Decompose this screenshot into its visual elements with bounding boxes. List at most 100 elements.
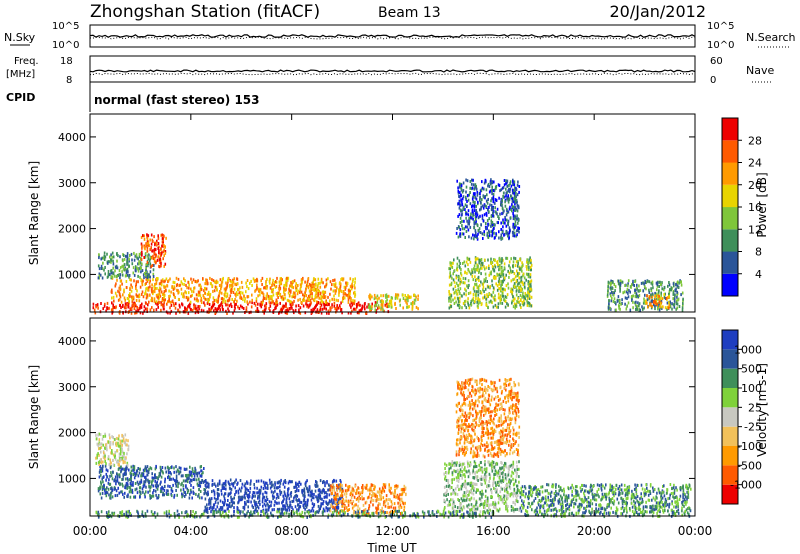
heatmap-cell xyxy=(290,305,292,308)
heatmap-cell xyxy=(324,481,326,485)
heatmap-cell xyxy=(634,303,637,307)
heatmap-cell xyxy=(110,269,113,273)
heatmap-cell xyxy=(489,181,492,185)
nsky-label: N.Sky xyxy=(4,31,36,44)
heatmap-cell xyxy=(289,294,291,297)
heatmap-cell xyxy=(194,304,196,308)
heatmap-cell xyxy=(516,203,519,207)
heatmap-cell xyxy=(512,208,515,212)
heatmap-cell xyxy=(461,200,463,204)
heatmap-cell xyxy=(105,468,108,472)
heatmap-cell xyxy=(331,492,334,495)
heatmap-cell xyxy=(146,473,149,477)
heatmap-cell xyxy=(198,290,201,294)
heatmap-cell xyxy=(172,302,175,306)
heatmap-cell xyxy=(321,497,323,501)
heatmap-cell xyxy=(220,287,222,291)
heatmap-cell xyxy=(224,499,226,503)
heatmap-cell xyxy=(276,493,279,496)
heatmap-cell xyxy=(199,294,202,298)
heatmap-cell xyxy=(476,448,478,452)
heatmap-cell xyxy=(292,293,295,297)
heatmap-cell xyxy=(223,509,225,513)
heatmap-cell xyxy=(244,496,246,500)
heatmap-cell xyxy=(154,243,156,247)
heatmap-cell xyxy=(506,440,509,443)
heatmap-cell xyxy=(343,291,345,295)
heatmap-cell xyxy=(642,289,644,293)
heatmap-cell xyxy=(477,293,480,297)
heatmap-cell xyxy=(259,293,261,297)
heatmap-cell xyxy=(234,493,236,497)
heatmap-cell xyxy=(339,286,341,290)
heatmap-cell xyxy=(467,213,470,217)
heatmap-cell xyxy=(509,190,511,194)
heatmap-cell xyxy=(523,285,526,289)
heatmap-cell xyxy=(648,296,651,300)
heatmap-cell xyxy=(123,439,125,443)
heatmap-cell xyxy=(200,308,203,312)
heatmap-cell xyxy=(469,291,472,295)
heatmap-cell xyxy=(337,288,340,292)
heatmap-cell xyxy=(118,291,121,295)
heatmap-cell xyxy=(99,458,102,462)
heatmap-cell xyxy=(140,262,143,266)
heatmap-cell xyxy=(387,505,389,509)
colorbar-swatch xyxy=(722,118,738,141)
heatmap-cell xyxy=(506,302,508,306)
heatmap-cell xyxy=(466,225,469,229)
heatmap-cell xyxy=(309,490,312,494)
heatmap-cell xyxy=(180,488,182,492)
heatmap-cell xyxy=(130,479,132,483)
heatmap-cell xyxy=(163,244,165,248)
heatmap-cell xyxy=(109,493,112,497)
heatmap-cell xyxy=(518,206,520,210)
heatmap-cell xyxy=(371,494,373,498)
heatmap-cell xyxy=(178,284,180,287)
heatmap-cell xyxy=(331,303,333,307)
heatmap-cell xyxy=(303,502,306,506)
heatmap-cell xyxy=(357,496,359,500)
heatmap-cell xyxy=(123,495,125,499)
heatmap-cell xyxy=(137,274,139,278)
heatmap-cell xyxy=(198,480,201,484)
heatmap-cell xyxy=(283,504,285,508)
heatmap-cell xyxy=(610,287,612,291)
heatmap-cell xyxy=(111,275,114,279)
heatmap-cell xyxy=(97,461,100,465)
heatmap-cell xyxy=(295,286,297,290)
heatmap-cell xyxy=(505,179,507,183)
heatmap-cell xyxy=(118,491,120,495)
heatmap-cell xyxy=(488,217,490,221)
heatmap-cell xyxy=(487,285,489,289)
heatmap-cell xyxy=(276,276,278,280)
heatmap-cell xyxy=(235,291,238,295)
heatmap-cell xyxy=(329,306,331,310)
heatmap-cell xyxy=(134,268,137,272)
heatmap-cell xyxy=(191,280,193,284)
heatmap-cell xyxy=(261,497,264,501)
nave-label: Nave xyxy=(746,64,774,77)
heatmap-cell xyxy=(337,494,340,498)
heatmap-cell xyxy=(481,232,484,236)
heatmap-cell xyxy=(478,298,481,302)
heatmap-cell xyxy=(114,475,117,479)
heatmap-cell xyxy=(517,282,519,286)
heatmap-cell xyxy=(382,294,385,298)
heatmap-cell xyxy=(137,467,139,470)
heatmap-cell xyxy=(368,507,370,511)
heatmap-cell xyxy=(221,280,223,284)
heatmap-cell xyxy=(347,488,350,492)
heatmap-cell xyxy=(287,481,290,485)
heatmap-cell xyxy=(385,494,388,498)
heatmap-cell xyxy=(174,478,176,482)
heatmap-cell xyxy=(468,220,471,224)
heatmap-cell xyxy=(360,309,363,313)
heatmap-cell xyxy=(482,206,485,210)
heatmap-cell xyxy=(268,478,271,482)
heatmap-cell xyxy=(154,286,156,290)
heatmap-cell xyxy=(124,267,127,271)
heatmap-cell xyxy=(616,299,619,303)
heatmap-cell xyxy=(359,303,361,307)
heatmap-cell xyxy=(262,504,264,508)
